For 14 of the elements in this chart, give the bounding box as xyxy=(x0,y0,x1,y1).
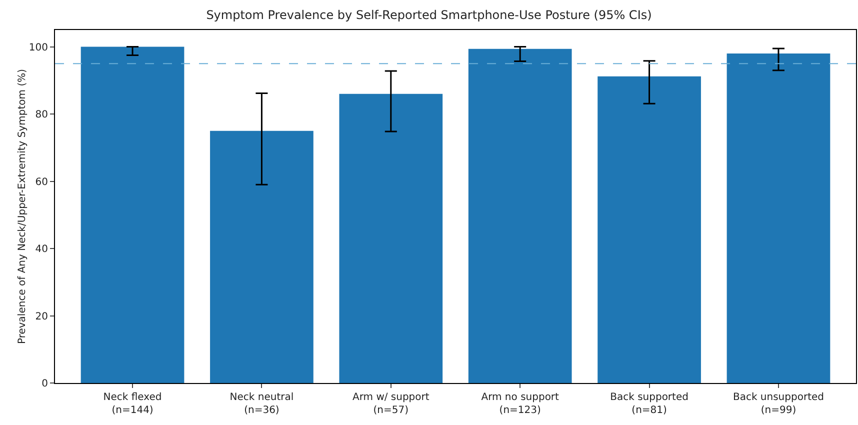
x-tick-label: Back supported (n=81) xyxy=(610,392,688,416)
chart-title: Symptom Prevalence by Self-Reported Smartphone-Use Posture (95% CIs) xyxy=(206,8,652,22)
y-tick-label: 0 xyxy=(42,378,48,390)
x-tick-label: Neck neutral (n=36) xyxy=(230,392,294,416)
y-axis-title: Prevalence of Any Neck/Upper-Extremity Symptom (%) xyxy=(17,68,28,344)
y-tick-label: 20 xyxy=(35,311,48,322)
y-tick-label: 100 xyxy=(28,42,48,54)
x-tick-label: Arm no support (n=123) xyxy=(481,392,560,416)
y-tick-label: 60 xyxy=(35,176,48,188)
x-tick-label: Arm w/ support (n=57) xyxy=(352,392,430,416)
y-tick-label: 80 xyxy=(35,110,48,121)
x-tick-label: Neck flexed (n=144) xyxy=(103,392,162,416)
x-tick-label: Back unsupported (n=99) xyxy=(732,392,824,416)
y-tick-label: 40 xyxy=(35,244,48,256)
